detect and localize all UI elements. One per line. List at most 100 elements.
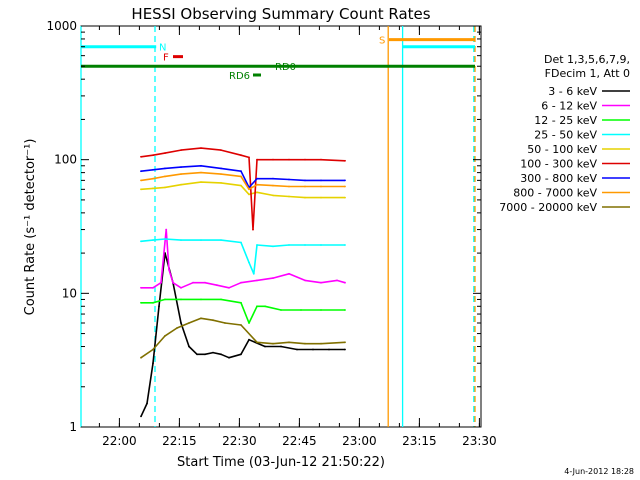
legend-label: 25 - 50 keV <box>534 129 597 142</box>
data-point <box>344 348 346 351</box>
data-point <box>188 345 190 348</box>
data-point <box>164 186 166 189</box>
data-point <box>288 158 290 161</box>
data-point <box>228 286 230 289</box>
data-point <box>280 345 282 348</box>
data-point <box>256 191 258 194</box>
state-bars: N S F RD0 RD6 <box>81 36 475 82</box>
data-point <box>152 286 154 289</box>
data-point <box>164 298 166 301</box>
legend-label: 800 - 7000 keV <box>513 187 597 200</box>
data-point <box>228 356 230 359</box>
data-point <box>192 281 194 284</box>
data-point <box>164 167 166 170</box>
legend-header-line-1: Det 1,3,5,6,7,9, <box>544 53 630 66</box>
legend-label: 6 - 12 keV <box>541 100 597 113</box>
data-point <box>320 342 322 345</box>
data-point <box>248 322 250 324</box>
data-point <box>200 171 202 174</box>
data-point <box>152 154 154 157</box>
y-axis-ticks: 1 10 100 1000 <box>46 19 481 434</box>
data-point <box>158 305 160 308</box>
data-point <box>240 353 242 356</box>
data-point <box>272 177 274 180</box>
state-bar-label: RD0 <box>275 62 296 73</box>
data-point <box>240 184 242 187</box>
data-point <box>320 185 322 188</box>
data-point <box>252 272 255 275</box>
legend-label: 12 - 25 keV <box>534 114 597 127</box>
data-point <box>220 239 222 242</box>
data-point <box>146 402 148 405</box>
x-tick-label: 22:30 <box>222 434 257 448</box>
data-point <box>304 244 306 246</box>
series-line <box>140 238 345 275</box>
data-point <box>204 353 206 356</box>
y-tick-label: 1000 <box>46 19 77 33</box>
data-point <box>344 185 346 188</box>
data-point <box>304 158 306 161</box>
data-point <box>164 175 166 178</box>
data-point <box>212 351 214 354</box>
data-point <box>240 170 242 173</box>
data-point <box>140 286 142 289</box>
data-point <box>336 279 338 282</box>
data-point <box>180 173 182 176</box>
legend-label: 300 - 800 keV <box>520 172 597 185</box>
state-bar-label: RD6 <box>229 71 250 82</box>
data-point <box>256 279 258 282</box>
data-point <box>165 228 168 231</box>
data-point <box>152 239 154 242</box>
data-point <box>152 362 154 365</box>
data-point <box>328 348 330 351</box>
data-point <box>288 341 290 344</box>
x-axis-label: Start Time (03-Jun-12 21:50:22) <box>177 455 385 470</box>
x-axis-ticks: 22:00 22:15 22:30 22:45 23:00 23:15 23:30 <box>98 26 497 448</box>
data-point <box>248 193 250 196</box>
data-point <box>152 168 154 171</box>
data-point <box>140 188 142 191</box>
data-point <box>344 159 346 162</box>
data-point <box>140 155 142 158</box>
data-point <box>264 345 266 348</box>
data-point <box>256 244 258 246</box>
data-point <box>272 342 274 345</box>
x-tick-label: 23:15 <box>402 434 437 448</box>
plot-frame <box>80 25 482 428</box>
state-bar-label: S <box>379 36 385 47</box>
data-point <box>200 298 202 301</box>
data-point <box>240 241 242 244</box>
data-point <box>272 194 274 197</box>
data-point <box>140 240 142 243</box>
data-point <box>140 170 142 173</box>
data-point <box>300 309 302 311</box>
series-line <box>141 298 345 324</box>
data-point <box>140 179 142 182</box>
data-point <box>248 156 250 159</box>
data-point <box>220 298 222 301</box>
data-point <box>272 158 274 161</box>
chart-title: HESSI Observing Summary Count Rates <box>131 5 430 23</box>
data-point <box>240 281 242 284</box>
data-point <box>296 348 298 351</box>
data-point <box>240 301 242 304</box>
y-tick-label: 10 <box>62 286 77 300</box>
data-point <box>248 261 250 264</box>
data-point <box>264 305 266 308</box>
data-point <box>288 185 290 188</box>
data-point <box>180 298 182 301</box>
series-line <box>140 171 345 191</box>
data-point <box>172 281 174 284</box>
data-point <box>212 319 214 322</box>
data-point <box>240 324 242 326</box>
data-point <box>256 183 258 186</box>
data-point <box>200 181 202 184</box>
y-tick-label: 100 <box>54 153 77 167</box>
data-point <box>220 173 222 176</box>
legend-label: 3 - 6 keV <box>548 85 597 98</box>
x-tick-label: 22:15 <box>162 434 197 448</box>
data-point <box>180 149 182 152</box>
legend-label: 100 - 300 keV <box>520 158 597 171</box>
data-point <box>160 281 162 284</box>
